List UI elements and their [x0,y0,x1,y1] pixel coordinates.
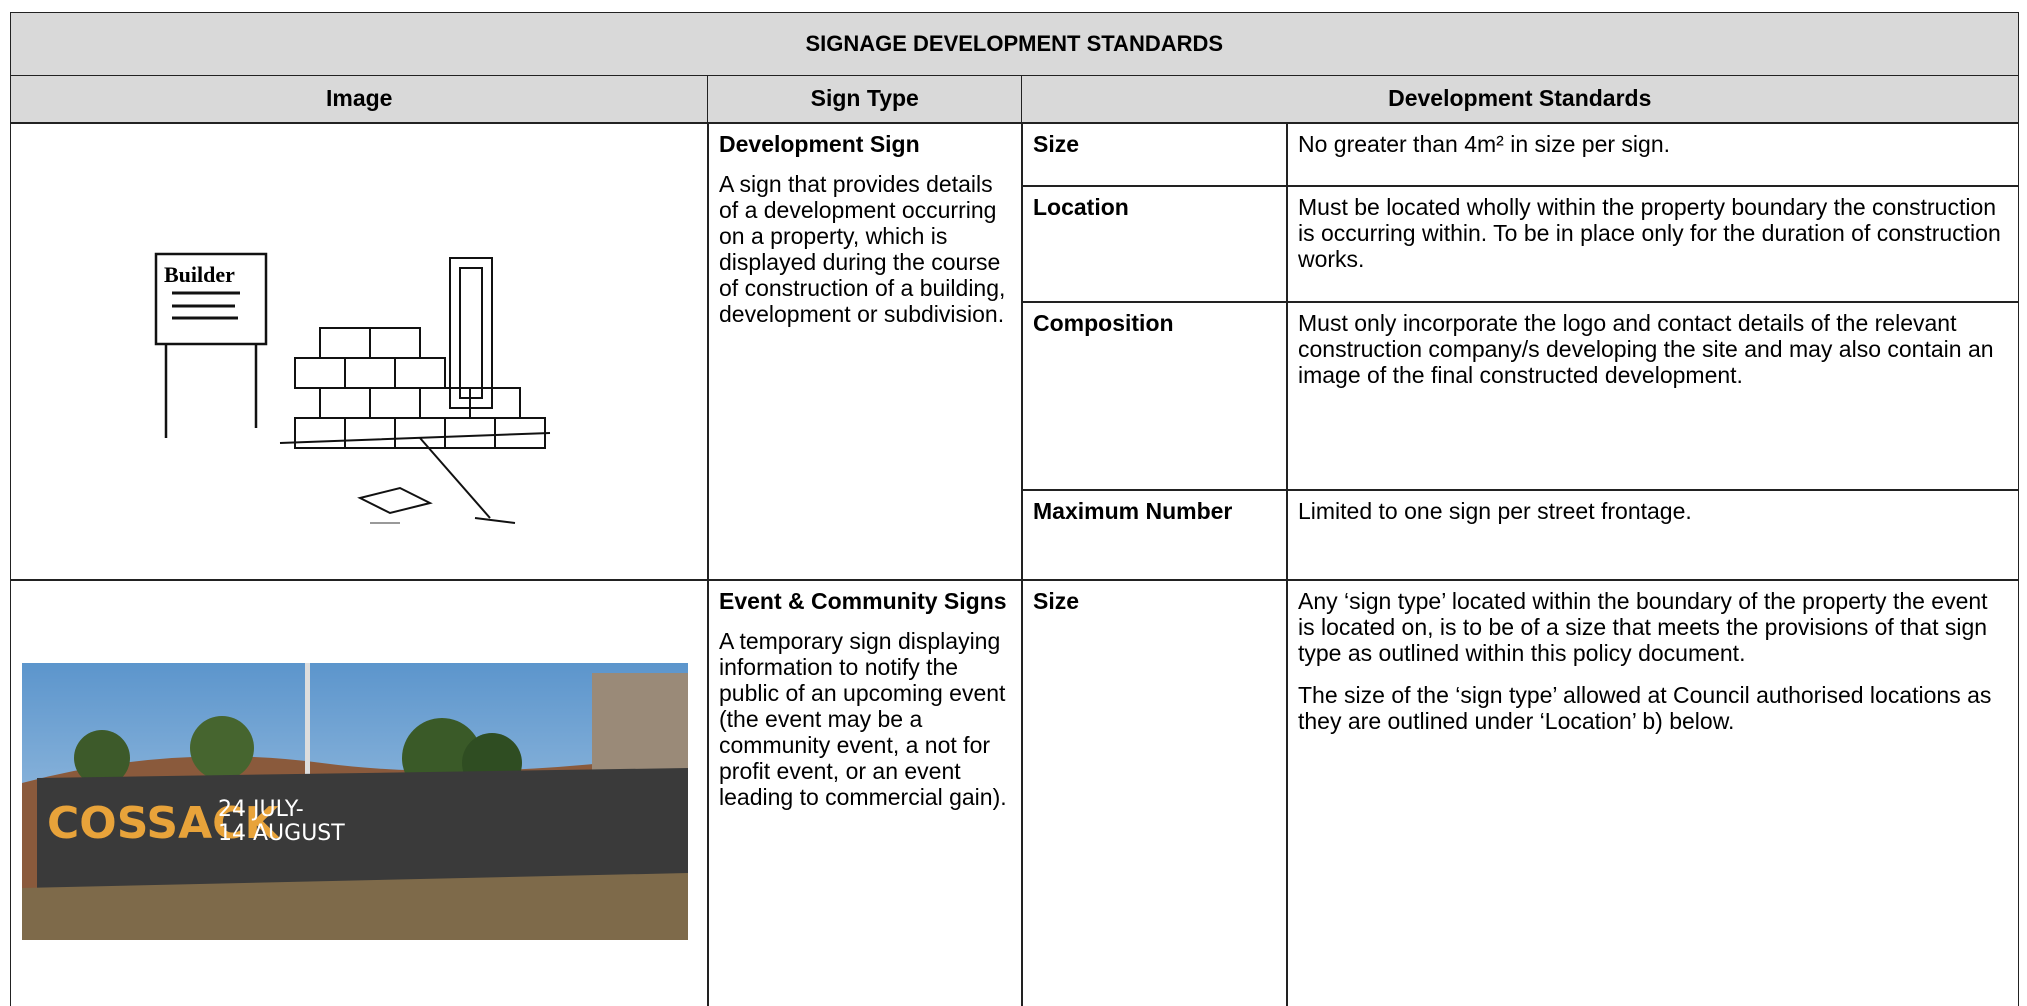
standard-label: Composition [1033,310,1174,336]
standard-label: Location [1033,194,1129,220]
title: SIGNAGE DEVELOPMENT STANDARDS [805,31,1224,56]
standard-label-cell: Location [1021,185,1288,303]
standard-text-cell: No greater than 4m² in size per sign. [1286,122,2019,187]
column-header: Development Standards [1021,75,2019,124]
sign-type-description: A sign that provides details of a develo… [719,171,1006,327]
event-banner-photo: COSSACK 24 JULY- 14 AUGUST [22,663,688,940]
column-header-text: Image [326,85,393,111]
title-cell: SIGNAGE DEVELOPMENT STANDARDS [10,12,2019,77]
column-header: Sign Type [707,75,1023,124]
sign-type-name: Event & Community Signs [719,588,1007,614]
image-text: 14 AUGUST [218,821,345,846]
sign-type-cell: Development Sign A sign that provides det… [707,122,1023,581]
standard-text: No greater than 4m² in size per sign. [1298,131,1671,157]
sign-type-cell: Event & Community Signs A temporary sign … [707,579,1023,1006]
standard-text-cell: Must only incorporate the logo and conta… [1286,301,2019,491]
standard-label-cell: Composition [1021,301,1288,491]
standard-text-cell: Limited to one sign per street frontage. [1286,489,2019,581]
image-text: 24 JULY- [218,797,304,822]
image-cell [10,122,709,581]
standard-text: Limited to one sign per street frontage. [1298,498,1692,524]
standard-text: Any ‘sign type’ located within the bound… [1298,588,1988,666]
standard-label: Size [1033,131,1080,157]
sign-type-name: Development Sign [719,131,920,157]
standard-label: Maximum Number [1033,498,1233,524]
standard-text-cell: Must be located wholly within the proper… [1286,185,2019,303]
standard-text: Must only incorporate the logo and conta… [1298,310,1994,388]
column-header: Image [10,75,709,124]
image-text: COSSACK [47,798,280,849]
standard-label-cell: Maximum Number [1021,489,1288,581]
standard-label-cell: Size [1021,579,1288,1006]
standard-label: Size [1033,588,1080,614]
column-header-text: Development Standards [1388,85,1652,111]
column-header-text: Sign Type [810,85,919,111]
builder-sketch: Builder [154,252,551,524]
sign-type-description: A temporary sign displaying information … [719,628,1007,810]
image-text: Builder [164,262,235,287]
standard-text: The size of the ‘sign type’ allowed at C… [1298,682,1992,734]
standard-text-cell: Any ‘sign type’ located within the bound… [1286,579,2019,1006]
standard-text: Must be located wholly within the proper… [1298,194,2001,272]
standard-label-cell: Size [1021,122,1288,187]
image-cell [10,579,709,1006]
